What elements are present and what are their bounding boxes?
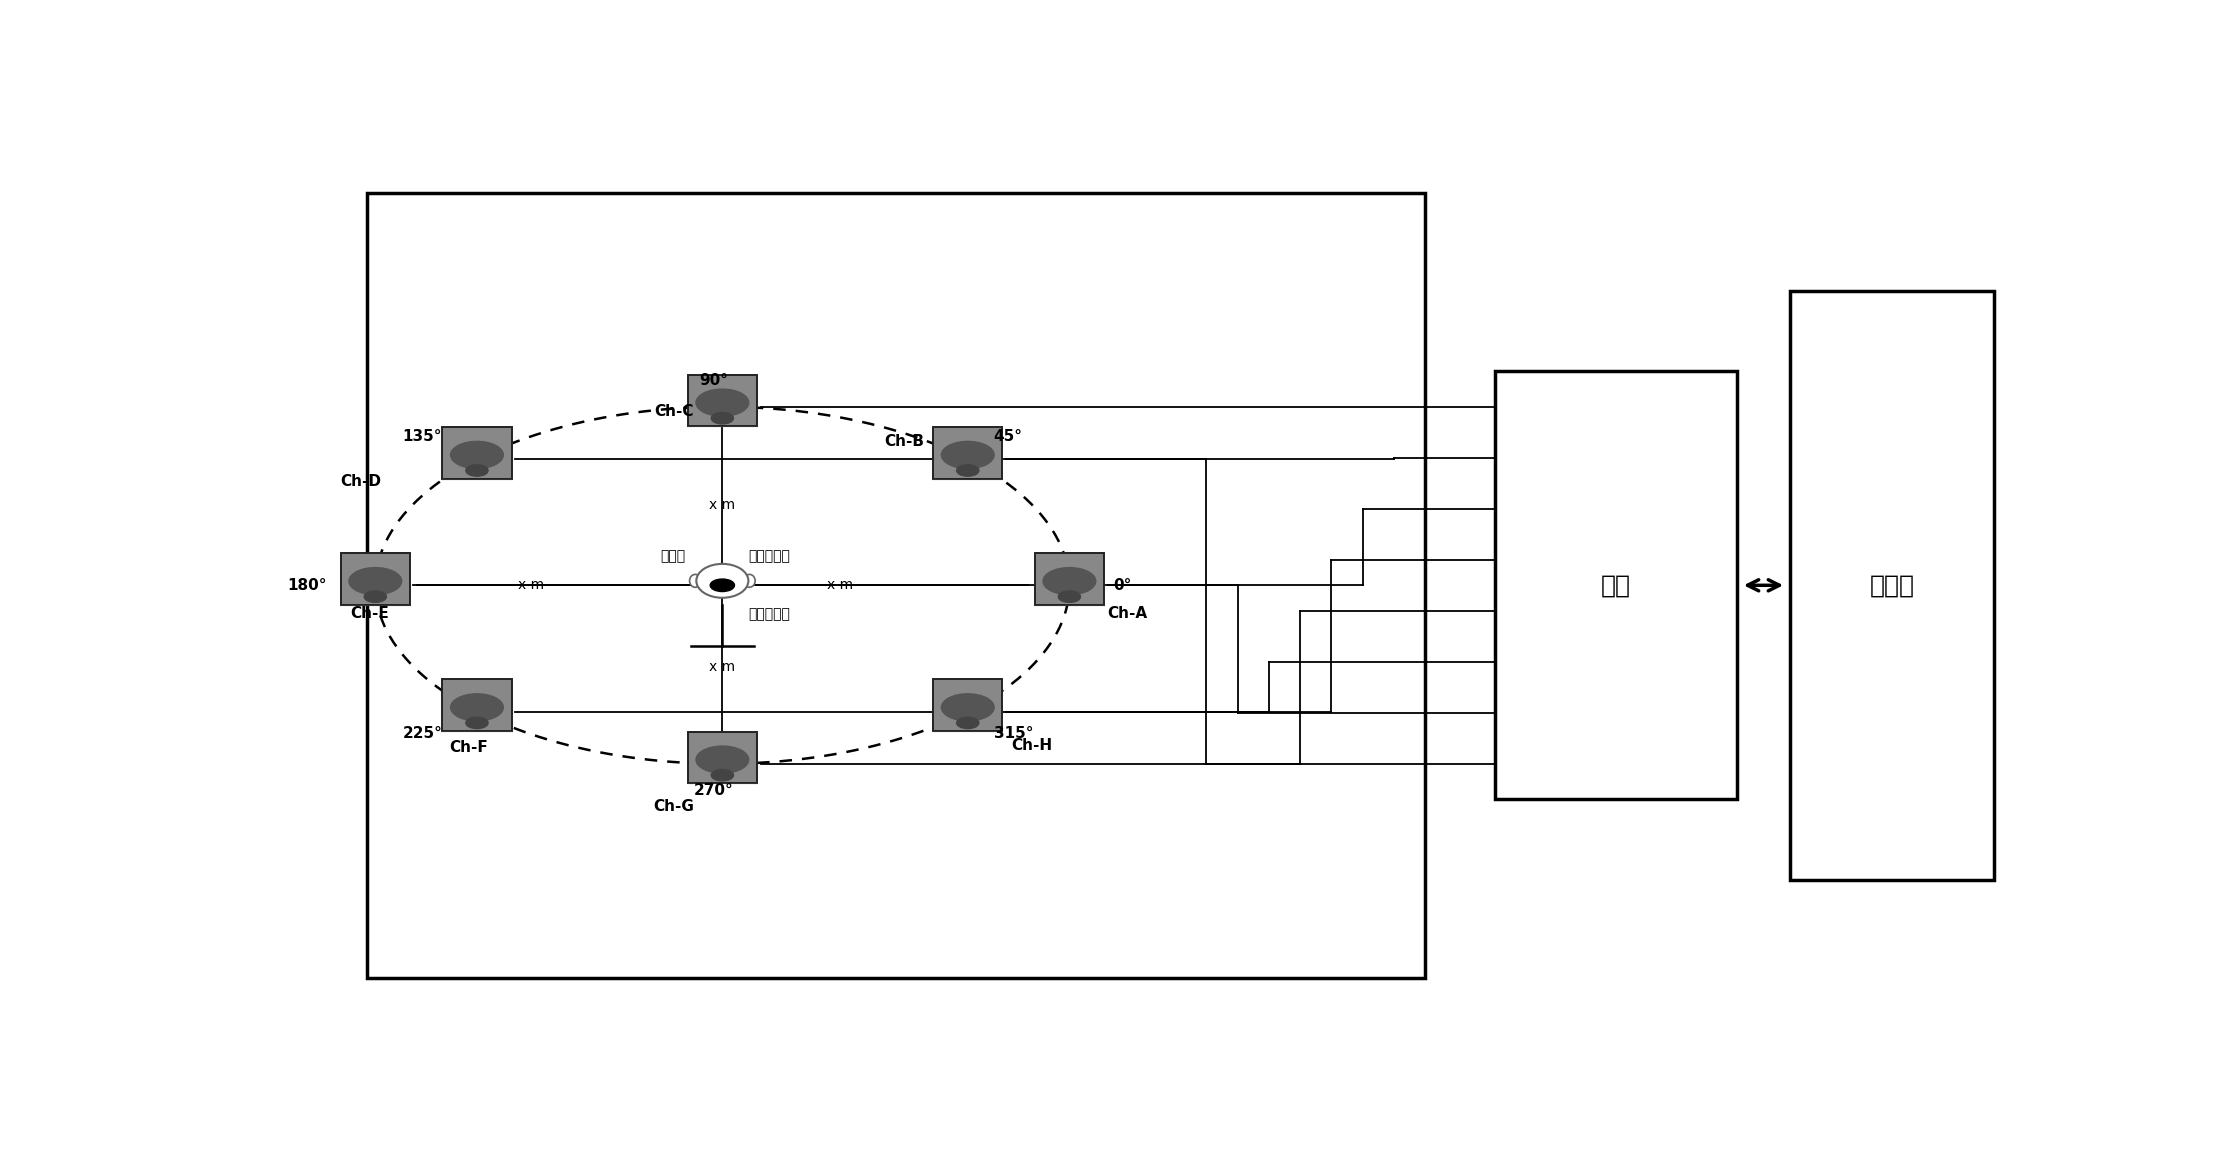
Circle shape xyxy=(710,580,734,591)
Text: x m: x m xyxy=(519,578,544,592)
Text: 225°: 225° xyxy=(403,727,443,742)
Text: Ch-A: Ch-A xyxy=(1108,606,1149,621)
Circle shape xyxy=(450,442,504,468)
Text: 90°: 90° xyxy=(699,372,728,387)
Text: Ch-D: Ch-D xyxy=(340,474,381,489)
Circle shape xyxy=(712,413,734,424)
Text: 前端: 前端 xyxy=(1601,574,1630,597)
Text: x m: x m xyxy=(826,578,853,592)
Circle shape xyxy=(1043,568,1095,595)
Text: Ch-G: Ch-G xyxy=(654,799,694,814)
Text: Ch-C: Ch-C xyxy=(654,403,694,418)
Circle shape xyxy=(696,746,748,773)
Ellipse shape xyxy=(690,575,701,588)
Circle shape xyxy=(696,389,748,416)
Circle shape xyxy=(466,465,488,476)
Circle shape xyxy=(940,694,994,721)
Circle shape xyxy=(956,465,978,476)
Bar xyxy=(443,679,513,731)
Bar xyxy=(340,553,410,605)
Circle shape xyxy=(466,717,488,729)
Bar xyxy=(367,192,1426,978)
Ellipse shape xyxy=(743,575,755,588)
Text: 135°: 135° xyxy=(403,429,443,444)
Text: 0°: 0° xyxy=(1113,578,1131,592)
Circle shape xyxy=(349,568,401,595)
Circle shape xyxy=(365,591,387,603)
Bar xyxy=(1034,553,1104,605)
Text: 连接人工嘴: 连接人工嘴 xyxy=(748,607,790,621)
Circle shape xyxy=(450,694,504,721)
Text: Ch-B: Ch-B xyxy=(884,433,925,449)
Bar xyxy=(934,427,1003,479)
Bar xyxy=(1496,371,1737,800)
Text: Ch-F: Ch-F xyxy=(448,739,488,755)
Text: x m: x m xyxy=(710,661,734,675)
Text: 标准麦克风: 标准麦克风 xyxy=(748,549,790,563)
Circle shape xyxy=(940,442,994,468)
Bar xyxy=(687,731,757,783)
Text: 180°: 180° xyxy=(287,578,327,592)
Circle shape xyxy=(712,770,734,781)
Text: x m: x m xyxy=(710,498,734,512)
Ellipse shape xyxy=(696,564,748,598)
Text: 315°: 315° xyxy=(994,727,1032,742)
Bar xyxy=(934,679,1003,731)
Circle shape xyxy=(1059,591,1081,603)
Text: 人工头: 人工头 xyxy=(661,549,685,563)
Text: Ch-E: Ch-E xyxy=(352,606,390,621)
Circle shape xyxy=(956,717,978,729)
Text: 45°: 45° xyxy=(994,429,1023,444)
Text: 计算机: 计算机 xyxy=(1870,574,1914,597)
Text: Ch-H: Ch-H xyxy=(1012,738,1052,753)
Bar xyxy=(443,427,513,479)
Text: 270°: 270° xyxy=(694,783,734,799)
Bar xyxy=(1789,291,1995,880)
Bar xyxy=(687,374,757,427)
